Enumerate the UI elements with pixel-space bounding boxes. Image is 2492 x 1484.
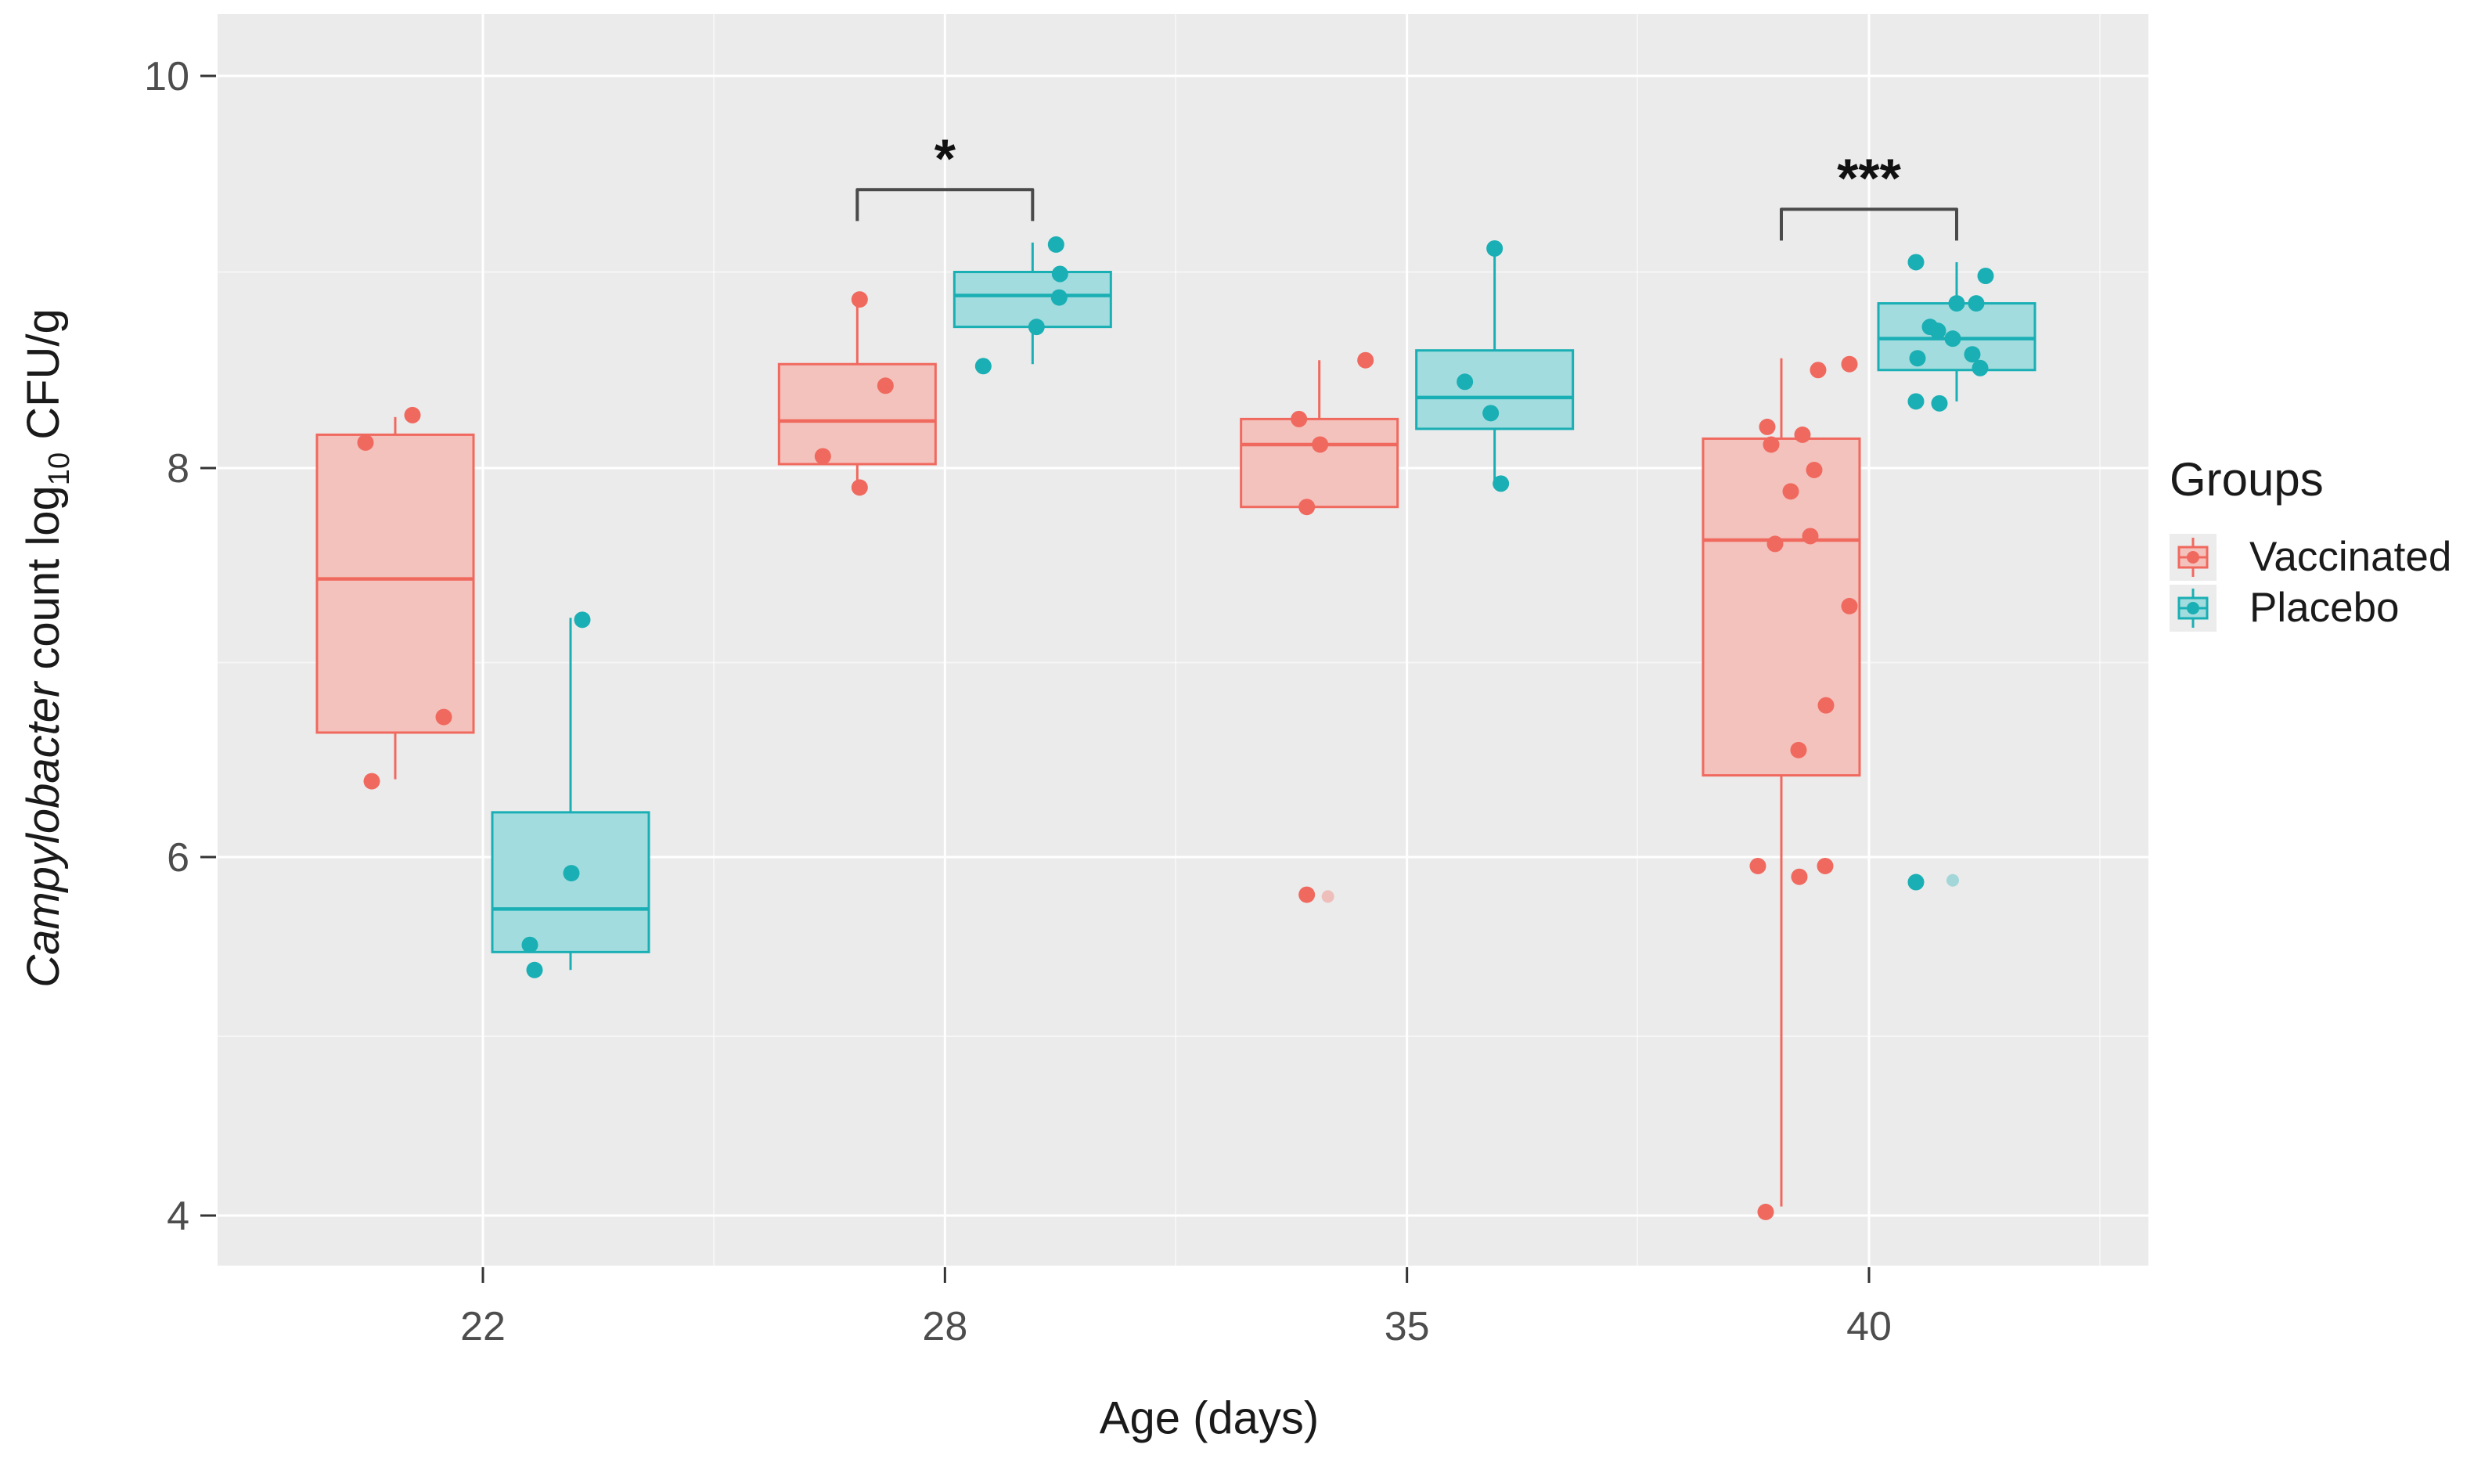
legend-item-placebo: Placebo <box>2170 584 2451 632</box>
jitter-point-vaccinated <box>1790 741 1807 758</box>
jitter-point-vaccinated <box>1802 528 1819 545</box>
legend-title: Groups <box>2170 453 2324 506</box>
x-tick-label: 35 <box>1385 1304 1430 1349</box>
jitter-point-vaccinated <box>1766 535 1784 553</box>
jitter-point-placebo <box>1977 268 1994 285</box>
x-tick-label: 28 <box>922 1304 967 1349</box>
jitter-point-placebo <box>1931 394 1948 412</box>
jitter-point-placebo <box>1907 254 1925 271</box>
y-tick-label: 4 <box>167 1194 189 1239</box>
jitter-point-vaccinated <box>1763 436 1780 453</box>
jitter-point-vaccinated <box>851 479 868 496</box>
jitter-point-vaccinated <box>1321 890 1334 903</box>
box-placebo-28 <box>953 271 1112 329</box>
jitter-point-vaccinated <box>1298 499 1316 516</box>
x-axis-title: Age (days) <box>1099 1392 1320 1444</box>
significance-bracket <box>855 188 1035 222</box>
jitter-point-vaccinated <box>814 448 831 465</box>
x-tick-label: 40 <box>1846 1304 1892 1349</box>
legend-label-vaccinated: Vaccinated <box>2249 534 2452 580</box>
jitter-point-vaccinated <box>1806 461 1823 478</box>
legend: Groups Vaccinated Placebo <box>2170 452 2451 635</box>
jitter-point-placebo <box>1493 475 1510 492</box>
vaccinated-boxplot-key-icon <box>2170 533 2217 581</box>
x-tick-label: 22 <box>460 1304 506 1349</box>
jitter-point-vaccinated <box>1357 351 1374 369</box>
jitter-point-placebo <box>1907 873 1925 891</box>
jitter-point-vaccinated <box>1759 418 1776 435</box>
jitter-point-placebo <box>574 611 591 629</box>
jitter-point-placebo <box>521 936 538 953</box>
y-axis-title-sub: 10 <box>42 452 76 486</box>
jitter-point-vaccinated <box>1749 857 1766 874</box>
jitter-point-vaccinated <box>363 773 380 790</box>
jitter-point-placebo <box>1051 265 1068 283</box>
box-vaccinated-22 <box>315 433 475 734</box>
jitter-point-vaccinated <box>1810 362 1827 379</box>
y-axis-title-unit: CFU/g <box>18 308 70 452</box>
jitter-point-placebo <box>1050 289 1068 306</box>
jitter-point-vaccinated <box>1782 483 1799 500</box>
jitter-point-vaccinated <box>1794 426 1811 443</box>
jitter-point-vaccinated <box>1312 436 1329 453</box>
jitter-point-placebo <box>563 865 580 882</box>
y-axis-title-italic: Campylobacter <box>18 682 70 988</box>
significance-label: * <box>934 128 956 189</box>
jitter-point-vaccinated <box>357 434 374 451</box>
box-vaccinated-28 <box>777 362 937 466</box>
jitter-point-vaccinated <box>435 708 452 726</box>
y-tick-label: 6 <box>167 835 189 881</box>
y-tick-label: 10 <box>144 54 189 99</box>
jitter-point-placebo <box>974 358 992 375</box>
y-tick-label: 8 <box>167 446 189 492</box>
jitter-point-placebo <box>1482 405 1500 422</box>
jitter-point-vaccinated <box>1291 410 1308 427</box>
jitter-point-vaccinated <box>877 377 894 394</box>
box-vaccinated-40 <box>1702 437 1861 777</box>
jitter-point-vaccinated <box>1841 597 1858 614</box>
jitter-point-placebo <box>1909 350 1926 367</box>
jitter-point-placebo <box>1964 346 1981 363</box>
placebo-boxplot-key-icon <box>2170 584 2217 632</box>
jitter-point-placebo <box>1929 322 1946 340</box>
jitter-point-placebo <box>1907 393 1925 410</box>
jitter-point-placebo <box>1028 319 1045 336</box>
jitter-point-vaccinated <box>404 406 421 423</box>
jitter-point-placebo <box>1948 295 1965 312</box>
jitter-point-vaccinated <box>1817 697 1835 714</box>
jitter-point-placebo <box>1944 330 1961 348</box>
jitter-point-vaccinated <box>1791 868 1808 885</box>
jitter-point-vaccinated <box>1757 1203 1774 1220</box>
jitter-point-placebo <box>526 961 543 978</box>
jitter-point-placebo <box>1486 240 1503 257</box>
jitter-point-vaccinated <box>1298 886 1316 903</box>
significance-bracket <box>1779 207 1958 241</box>
y-axis-title-mid: count log <box>18 485 70 683</box>
jitter-point-vaccinated <box>1817 857 1834 874</box>
jitter-point-placebo <box>1972 359 1989 376</box>
jitter-point-placebo <box>1946 873 1959 887</box>
legend-label-placebo: Placebo <box>2249 585 2400 631</box>
jitter-point-placebo <box>1968 295 1985 312</box>
y-axis-title: Campylobacter count log10 CFU/g <box>17 308 77 988</box>
significance-label: *** <box>1837 147 1901 208</box>
jitter-point-placebo <box>1047 236 1064 253</box>
jitter-point-vaccinated <box>851 291 868 308</box>
jitter-point-placebo <box>1457 373 1474 391</box>
box-vaccinated-35 <box>1240 417 1399 509</box>
legend-item-vaccinated: Vaccinated <box>2170 533 2451 581</box>
jitter-point-vaccinated <box>1841 355 1858 373</box>
box-placebo-22 <box>491 811 650 953</box>
